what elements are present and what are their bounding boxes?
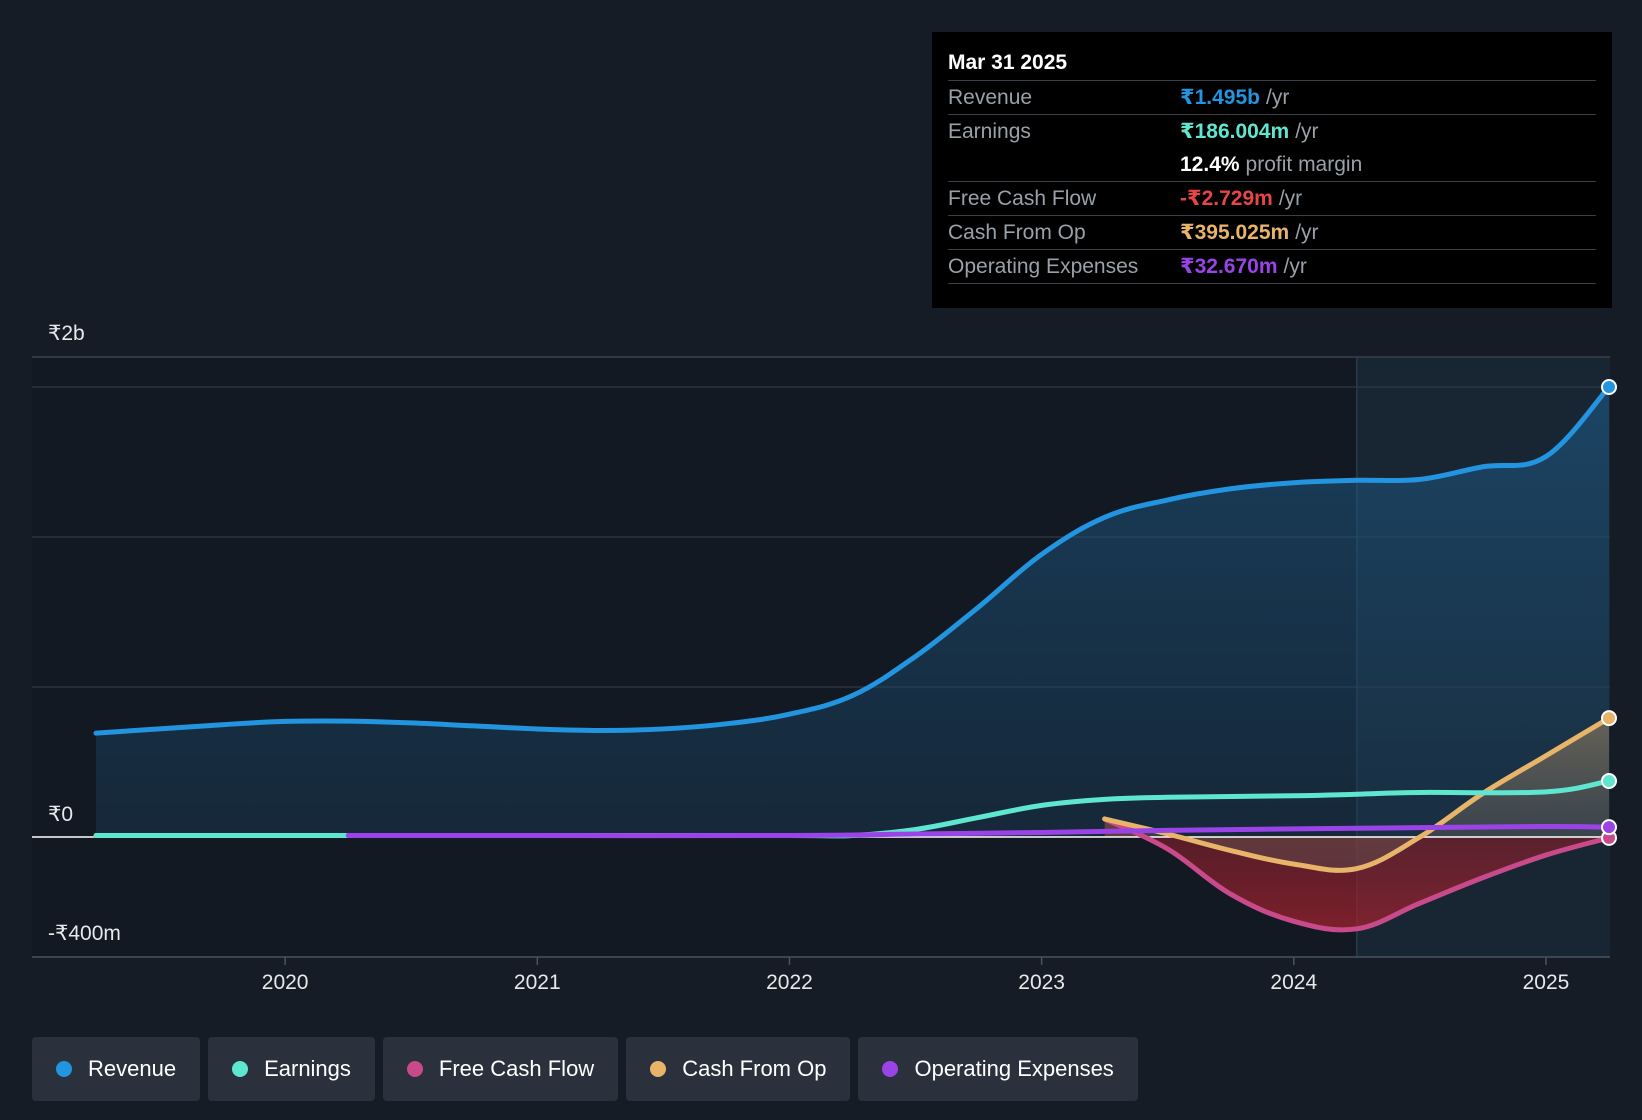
legend-dot-icon bbox=[56, 1061, 72, 1077]
legend-dot-icon bbox=[882, 1061, 899, 1077]
tooltip-value: ₹1.495b bbox=[1180, 86, 1260, 109]
x-tick-label: 2025 bbox=[1523, 971, 1570, 994]
tooltip-date: Mar 31 2025 bbox=[948, 51, 1068, 74]
tooltip-row-free-cash-flow: Free Cash Flow -₹2.729m /yr bbox=[948, 181, 1596, 215]
operating-expenses-end-dot bbox=[1601, 819, 1617, 836]
legend-label: Revenue bbox=[88, 1056, 177, 1081]
y-tick-label: ₹0 bbox=[48, 803, 73, 826]
legend-item-revenue[interactable]: Revenue bbox=[32, 1037, 201, 1101]
revenue-area bbox=[96, 387, 1609, 837]
legend-label: Operating Expenses bbox=[914, 1056, 1114, 1081]
tooltip-panel: Mar 31 2025 Revenue ₹1.495b /yr Earnings… bbox=[932, 32, 1612, 308]
area-layer bbox=[96, 387, 1609, 930]
tooltip-label: Cash From Op bbox=[948, 221, 1086, 244]
tooltip-row-cash-from-op: Cash From Op ₹395.025m /yr bbox=[948, 215, 1596, 249]
legend-label: Free Cash Flow bbox=[438, 1056, 595, 1081]
x-tick-label: 2020 bbox=[262, 971, 309, 994]
tooltip-label: Earnings bbox=[948, 120, 1031, 143]
legend-dot-icon bbox=[650, 1061, 667, 1077]
tooltip-label: Operating Expenses bbox=[948, 255, 1139, 278]
tooltip-value: 12.4% bbox=[1180, 153, 1240, 176]
end-dots-layer bbox=[1601, 379, 1617, 846]
tooltip-unit: /yr bbox=[1266, 86, 1290, 109]
legend-item-earnings[interactable]: Earnings bbox=[208, 1037, 375, 1101]
x-tick-label: 2022 bbox=[766, 971, 813, 994]
legend-item-operating-expenses[interactable]: Operating Expenses bbox=[858, 1037, 1138, 1101]
y-tick-label: ₹2b bbox=[48, 322, 85, 345]
earnings-end-dot bbox=[1601, 773, 1617, 790]
legend-dot-icon bbox=[406, 1061, 423, 1077]
tooltip-label: Free Cash Flow bbox=[948, 187, 1097, 210]
tooltip-unit: profit margin bbox=[1245, 153, 1363, 176]
cash-from-op-area bbox=[1104, 718, 1609, 871]
tooltip-row-revenue: Revenue ₹1.495b /yr bbox=[948, 80, 1596, 114]
tooltip-label: Revenue bbox=[948, 86, 1033, 109]
tooltip-value: ₹186.004m bbox=[1180, 120, 1290, 143]
legend-dot-icon bbox=[232, 1061, 249, 1077]
tooltip-unit: /yr bbox=[1283, 255, 1307, 278]
free-cash-flow-line bbox=[1102, 816, 1612, 933]
revenue-line bbox=[93, 384, 1612, 736]
legend-item-free-cash-flow[interactable]: Free Cash Flow bbox=[382, 1037, 619, 1101]
operating-expenses-line bbox=[345, 823, 1612, 839]
tooltip-unit: /yr bbox=[1295, 221, 1319, 244]
tooltip-row-operating-expenses: Operating Expenses ₹32.670m /yr bbox=[948, 249, 1596, 284]
legend-item-cash-from-op[interactable]: Cash From Op bbox=[626, 1037, 851, 1101]
tooltip-label bbox=[948, 148, 1180, 181]
tooltip-value: ₹395.025m bbox=[1180, 221, 1290, 244]
x-tick-label: 2021 bbox=[514, 971, 561, 994]
cash-from-op-end-dot bbox=[1601, 710, 1617, 727]
y-tick-label: -₹400m bbox=[48, 922, 121, 945]
tooltip-unit: /yr bbox=[1295, 120, 1319, 143]
axis-layer: 2020 2021 2022 2023 2024 2025 ₹2b ₹0 -₹400m bbox=[32, 322, 1610, 994]
x-tick-label: 2024 bbox=[1270, 971, 1317, 994]
tooltip-unit: /yr bbox=[1278, 187, 1303, 210]
tooltip-value: -₹2.729m bbox=[1180, 187, 1273, 210]
legend: Revenue Earnings Free Cash Flow Cash Fro… bbox=[32, 1037, 1138, 1101]
revenue-end-dot bbox=[1601, 379, 1617, 395]
x-tick-label: 2023 bbox=[1018, 971, 1065, 994]
tooltip-row-earnings: Earnings ₹186.004m /yr bbox=[948, 114, 1596, 148]
cash-from-op-line bbox=[1102, 715, 1612, 873]
legend-label: Cash From Op bbox=[682, 1056, 827, 1081]
line-layer bbox=[32, 384, 1612, 933]
tooltip-value: ₹32.670m bbox=[1180, 255, 1278, 278]
legend-label: Earnings bbox=[264, 1056, 351, 1081]
tooltip-row-profit-margin: 12.4% profit margin bbox=[948, 148, 1596, 181]
